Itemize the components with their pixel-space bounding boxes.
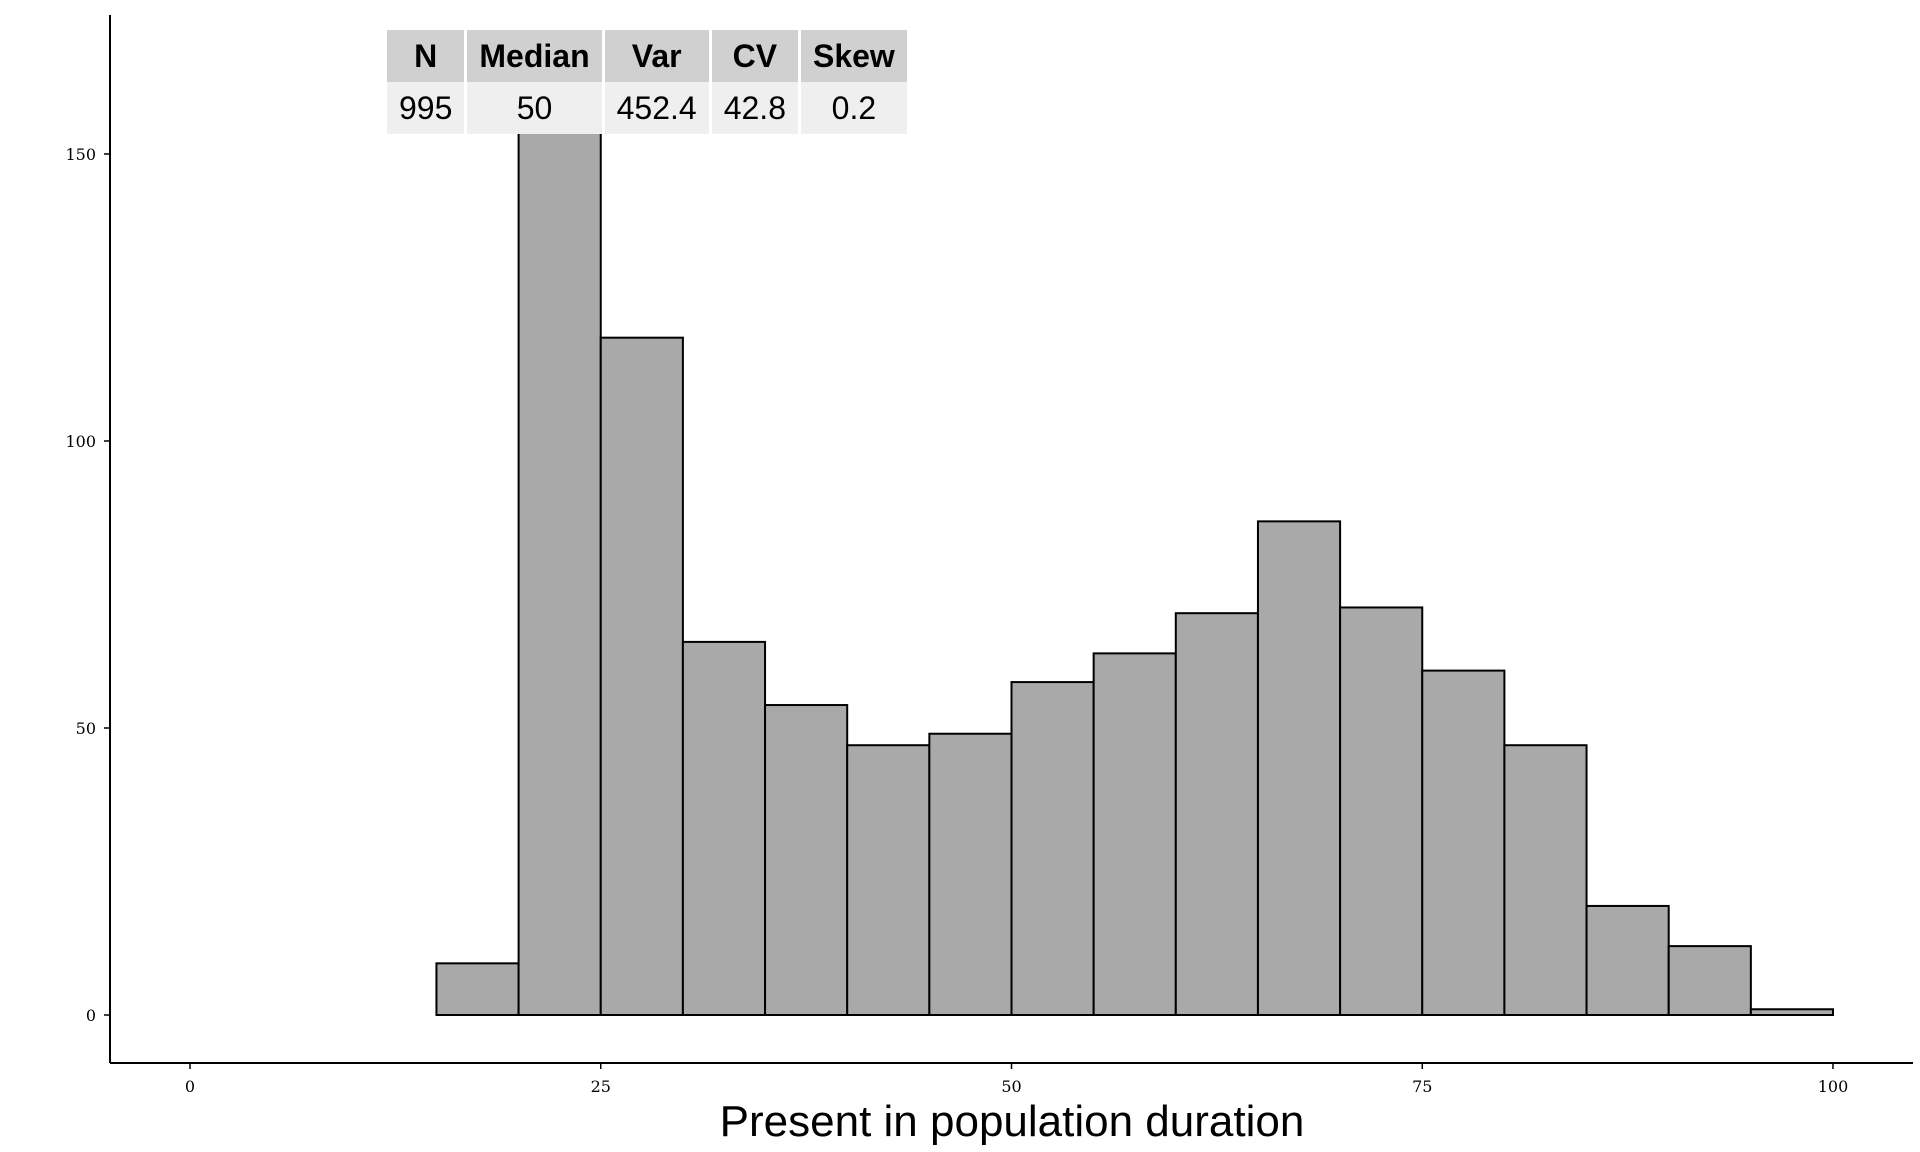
x-tick-label: 25 xyxy=(591,1077,611,1096)
histogram-bar xyxy=(517,130,602,1017)
histogram-bar xyxy=(1256,520,1342,1016)
histogram-bar xyxy=(1585,904,1670,1016)
histogram-bar xyxy=(1339,606,1424,1017)
stats-header-skew: Skew xyxy=(800,30,907,82)
histogram-bar xyxy=(1503,744,1588,1016)
stats-value-var: 452.4 xyxy=(604,82,709,134)
x-axis-title: Present in population duration xyxy=(720,1097,1305,1146)
stats-header-median: Median xyxy=(467,30,602,82)
histogram-bar xyxy=(1092,652,1177,1016)
histogram-bar xyxy=(1667,945,1752,1016)
stats-header-row: N Median Var CV Skew xyxy=(387,30,907,82)
histogram-bar xyxy=(681,640,767,1017)
histogram-bar xyxy=(1421,669,1506,1016)
x-axis-ticks: 0 25 50 75 100 xyxy=(185,1063,1848,1096)
stats-value-median: 50 xyxy=(467,82,602,134)
stats-header-var: Var xyxy=(604,30,709,82)
histogram-bar xyxy=(1174,612,1259,1016)
histogram-bar xyxy=(1010,681,1095,1017)
summary-stats-table: N Median Var CV Skew 995 50 452.4 42.8 0… xyxy=(384,30,910,134)
histogram-bar xyxy=(928,732,1013,1016)
histogram-bar xyxy=(435,962,520,1017)
bars-group xyxy=(435,130,1834,1017)
x-tick-label: 0 xyxy=(185,1077,195,1096)
x-tick-label: 75 xyxy=(1412,1077,1432,1096)
x-tick-label: 100 xyxy=(1818,1077,1849,1096)
stats-header-n: N xyxy=(387,30,465,82)
x-tick-label: 50 xyxy=(1001,1077,1021,1096)
histogram-bar xyxy=(1749,1008,1834,1017)
stats-value-skew: 0.2 xyxy=(800,82,907,134)
stats-header-cv: CV xyxy=(711,30,798,82)
stats-value-n: 995 xyxy=(387,82,465,134)
histogram-bar xyxy=(599,336,684,1016)
y-axis-ticks: 0 50 100 150 xyxy=(65,145,110,1025)
y-tick-label: 150 xyxy=(65,145,96,164)
stats-value-cv: 42.8 xyxy=(711,82,798,134)
y-tick-label: 0 xyxy=(86,1006,96,1025)
stats-value-row: 995 50 452.4 42.8 0.2 xyxy=(387,82,907,134)
y-tick-label: 50 xyxy=(76,719,96,738)
histogram-bar xyxy=(764,704,849,1016)
y-tick-label: 100 xyxy=(65,432,96,451)
histogram-bar xyxy=(846,744,931,1016)
